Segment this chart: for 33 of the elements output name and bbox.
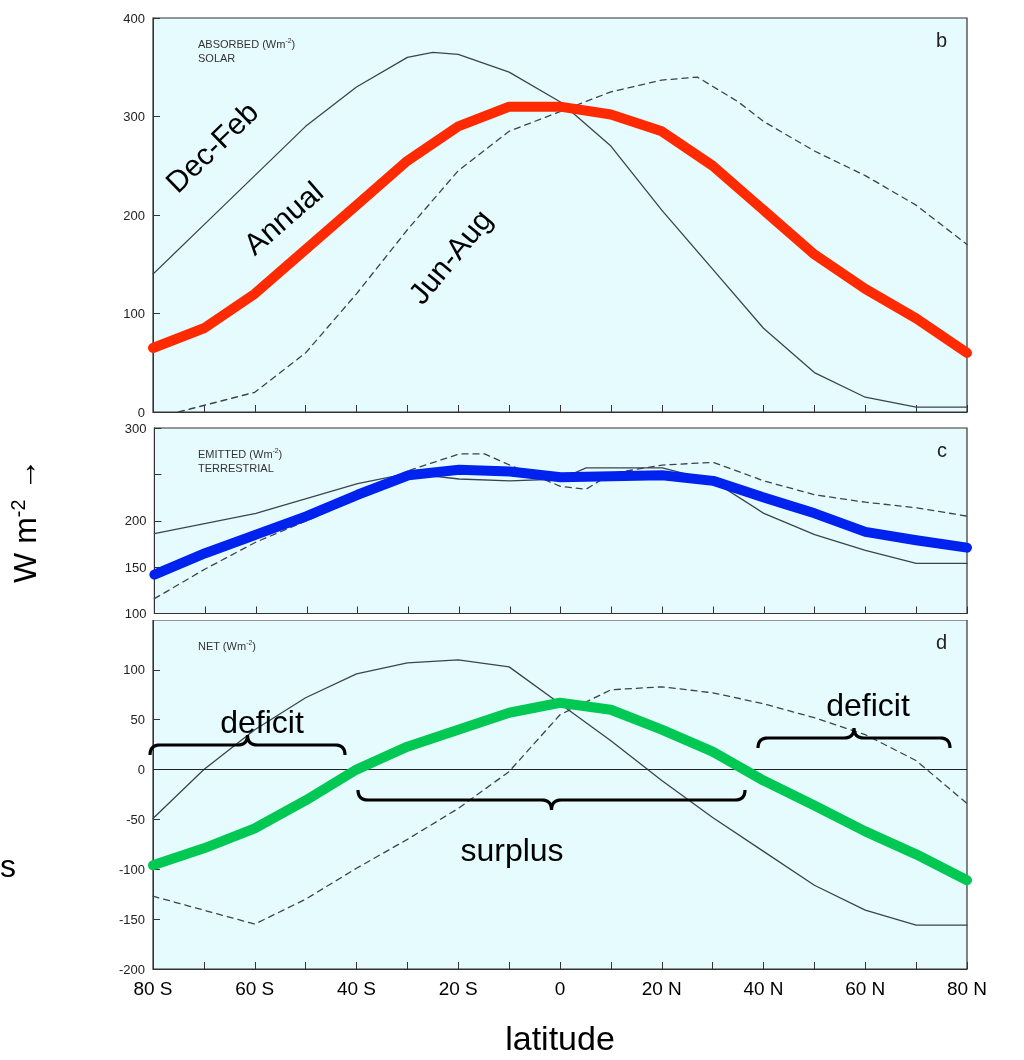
y-tick-label: -150 bbox=[118, 911, 145, 927]
annotation: c bbox=[937, 439, 947, 461]
y-tick-label: -50 bbox=[126, 811, 145, 827]
x-tick-label: 40 N bbox=[743, 978, 784, 999]
y-tick-label: 300 bbox=[123, 109, 145, 124]
y-tick-label: 150 bbox=[124, 559, 147, 575]
x-axis-title: latitude bbox=[505, 1019, 615, 1057]
x-tick-label: 80 N bbox=[946, 978, 988, 999]
x-tick-label: 0 bbox=[554, 978, 566, 999]
x-tick-label: 20 S bbox=[438, 978, 478, 999]
annotation: b bbox=[935, 29, 947, 51]
x-tick-label: 60 N bbox=[845, 978, 886, 999]
y-tick-label: 100 bbox=[123, 662, 145, 678]
y-tick-label: 200 bbox=[123, 207, 145, 223]
annotation: surplus bbox=[460, 832, 564, 868]
y-tick-label: -200 bbox=[118, 961, 145, 977]
y-tick-label: 100 bbox=[124, 606, 147, 621]
y-axis-title: W m-2 → bbox=[7, 458, 44, 583]
y-tick-label: 300 bbox=[124, 420, 147, 436]
y-tick-label: 50 bbox=[130, 712, 145, 728]
y-tick-label: 0 bbox=[137, 762, 145, 778]
y-tick-label: 100 bbox=[123, 306, 145, 321]
y-tick-label: 0 bbox=[137, 404, 145, 420]
x-tick-label: 20 N bbox=[641, 978, 682, 999]
annotation: deficit bbox=[826, 687, 910, 723]
x-tick-label: 80 S bbox=[133, 978, 173, 999]
x-tick-label: 60 S bbox=[235, 978, 275, 999]
y-tick-label: 400 bbox=[123, 10, 145, 26]
annotation: d bbox=[935, 631, 947, 653]
y-tick-label: 200 bbox=[124, 513, 147, 529]
y-tick-label: -100 bbox=[118, 861, 145, 877]
text: s bbox=[0, 848, 16, 884]
x-tick-label: 40 S bbox=[336, 978, 377, 999]
